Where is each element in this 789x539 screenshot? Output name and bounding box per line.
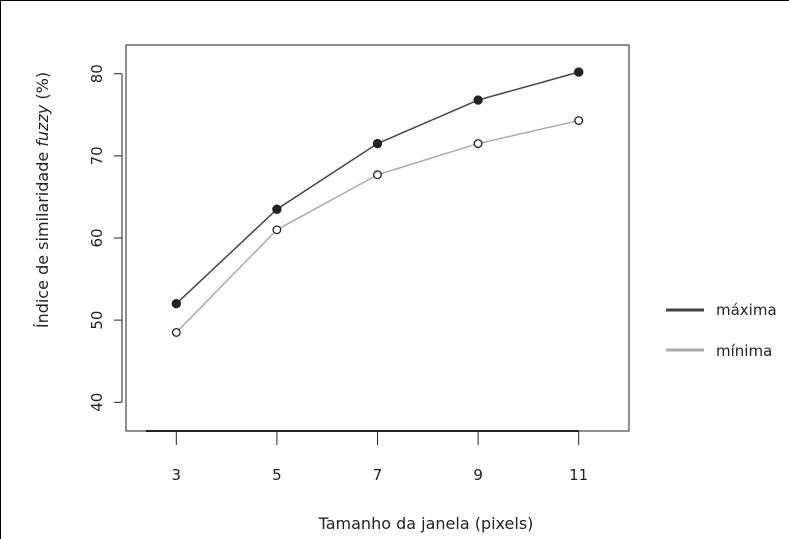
data-point bbox=[372, 138, 383, 149]
data-point bbox=[574, 67, 584, 77]
y-axis-title-prefix: Índice de similaridade bbox=[33, 147, 52, 328]
data-point bbox=[272, 204, 282, 214]
series-line-0 bbox=[175, 71, 579, 305]
axes: 40 50 60 70 80 3 5 7 9 11 bbox=[88, 64, 588, 484]
data-point bbox=[574, 116, 584, 126]
data-point bbox=[171, 299, 182, 309]
y-tick-label: 60 bbox=[88, 228, 106, 247]
series-layer bbox=[171, 67, 584, 337]
x-tick-label: 11 bbox=[569, 466, 588, 484]
y-tick-label: 50 bbox=[88, 311, 106, 330]
legend-label-minima: mínima bbox=[716, 342, 772, 360]
plot-area bbox=[125, 44, 630, 432]
x-tick-label: 3 bbox=[172, 466, 182, 484]
y-tick-label: 70 bbox=[88, 146, 106, 165]
x-tick-label: 5 bbox=[272, 466, 282, 484]
y-axis-title-suffix: (%) bbox=[33, 72, 52, 105]
data-point bbox=[473, 139, 483, 149]
legend-label-maxima: máxima bbox=[716, 301, 777, 319]
x-tick-label: 9 bbox=[473, 466, 483, 484]
legend: máxima mínima bbox=[666, 301, 777, 360]
data-point bbox=[473, 95, 483, 105]
series-line-1 bbox=[175, 119, 579, 333]
data-point bbox=[272, 225, 282, 235]
y-axis-title-italic: fuzzy bbox=[33, 104, 52, 147]
data-point bbox=[171, 327, 181, 337]
x-tick-label: 7 bbox=[373, 466, 383, 484]
data-point bbox=[373, 170, 382, 180]
x-axis-title: Tamanho da janela (pixels) bbox=[318, 514, 534, 533]
y-axis-title: Índice de similaridade fuzzy (%) bbox=[33, 72, 52, 328]
y-tick-label: 40 bbox=[88, 393, 106, 412]
y-tick-label: 80 bbox=[88, 64, 106, 83]
